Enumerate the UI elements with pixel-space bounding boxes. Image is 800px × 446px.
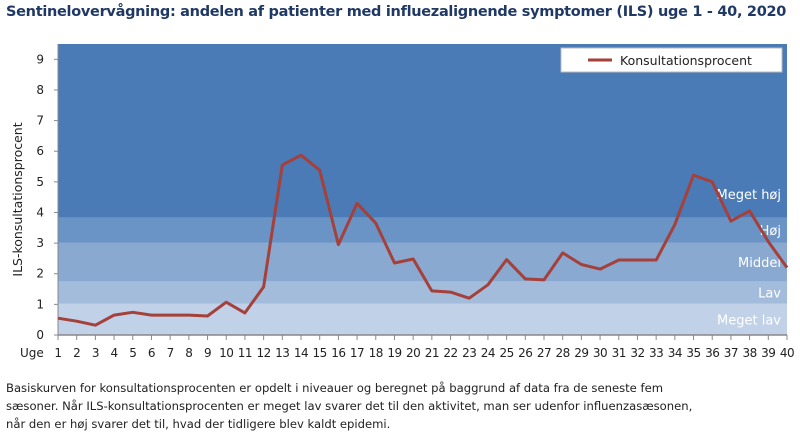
band-label: Lav: [758, 287, 781, 302]
x-tick-label: 12: [256, 346, 270, 360]
y-tick-label: 9: [36, 52, 44, 66]
band-label: Meget lav: [717, 313, 781, 328]
x-tick-label: 40: [780, 346, 794, 360]
band-label: Middel: [738, 256, 781, 271]
x-tick-label: 39: [761, 346, 775, 360]
x-tick-label: 2: [73, 346, 80, 360]
x-tick-label: 14: [294, 346, 308, 360]
x-tick-label: 15: [313, 346, 327, 360]
x-axis-label: Uge: [20, 346, 44, 360]
band-label: Meget høj: [717, 188, 782, 203]
x-tick-label: 4: [111, 346, 118, 360]
footer-note: Basiskurven for konsultationsprocenten e…: [6, 379, 796, 433]
y-tick-label: 8: [36, 83, 44, 97]
footer-line: sæsoner. Når ILS-konsultationsprocenten …: [6, 399, 693, 413]
x-tick-label: 35: [686, 346, 700, 360]
x-tick-label: 18: [369, 346, 383, 360]
x-tick-label: 3: [92, 346, 99, 360]
x-tick-label: 21: [425, 346, 439, 360]
y-tick-label: 3: [36, 236, 44, 250]
x-tick-label: 23: [462, 346, 476, 360]
y-tick-label: 0: [36, 328, 44, 342]
x-tick-label: 38: [742, 346, 756, 360]
band-høj: [58, 217, 787, 243]
y-tick-label: 1: [36, 297, 44, 311]
y-tick-label: 4: [36, 205, 44, 219]
x-tick-label: 22: [443, 346, 457, 360]
footer-line: når den er høj svarer det til, hvad der …: [6, 417, 391, 431]
legend-label: Konsultationsprocent: [620, 53, 752, 68]
x-tick-label: 8: [185, 346, 192, 360]
x-tick-label: 5: [129, 346, 136, 360]
x-tick-label: 13: [275, 346, 289, 360]
x-tick-label: 10: [219, 346, 233, 360]
x-tick-label: 27: [537, 346, 551, 360]
x-tick-label: 31: [612, 346, 626, 360]
x-tick-label: 1: [54, 346, 61, 360]
x-tick-label: 32: [630, 346, 644, 360]
footer-line: Basiskurven for konsultationsprocenten e…: [6, 381, 663, 395]
y-axis-label: ILS-konsultationsprocent: [10, 122, 25, 276]
x-tick-label: 17: [350, 346, 364, 360]
series-line: [57, 153, 789, 327]
x-tick-label: 37: [724, 346, 738, 360]
y-tick-label: 6: [36, 144, 44, 158]
x-tick-label: 36: [705, 346, 719, 360]
y-tick-label: 2: [36, 267, 44, 281]
x-tick-label: 11: [238, 346, 252, 360]
x-tick-label: 29: [574, 346, 588, 360]
band-lav: [58, 281, 787, 304]
x-tick-label: 19: [387, 346, 401, 360]
x-tick-label: 7: [167, 346, 174, 360]
x-tick-label: 24: [481, 346, 495, 360]
x-tick-label: 9: [204, 346, 211, 360]
x-tick-label: 25: [499, 346, 513, 360]
x-tick-label: 34: [668, 346, 682, 360]
y-tick-label: 7: [36, 114, 44, 128]
x-tick-label: 28: [556, 346, 570, 360]
chart-title: Sentinelovervågning: andelen af patiente…: [6, 4, 787, 20]
x-tick-label: 16: [331, 346, 345, 360]
band-meget-høj: [58, 44, 787, 218]
x-tick-label: 30: [593, 346, 607, 360]
band-meget-lav: [58, 303, 787, 335]
x-tick-label: 6: [148, 346, 155, 360]
y-tick-label: 5: [36, 175, 44, 189]
x-tick-label: 26: [518, 346, 532, 360]
x-tick-label: 33: [649, 346, 663, 360]
x-tick-label: 20: [406, 346, 420, 360]
